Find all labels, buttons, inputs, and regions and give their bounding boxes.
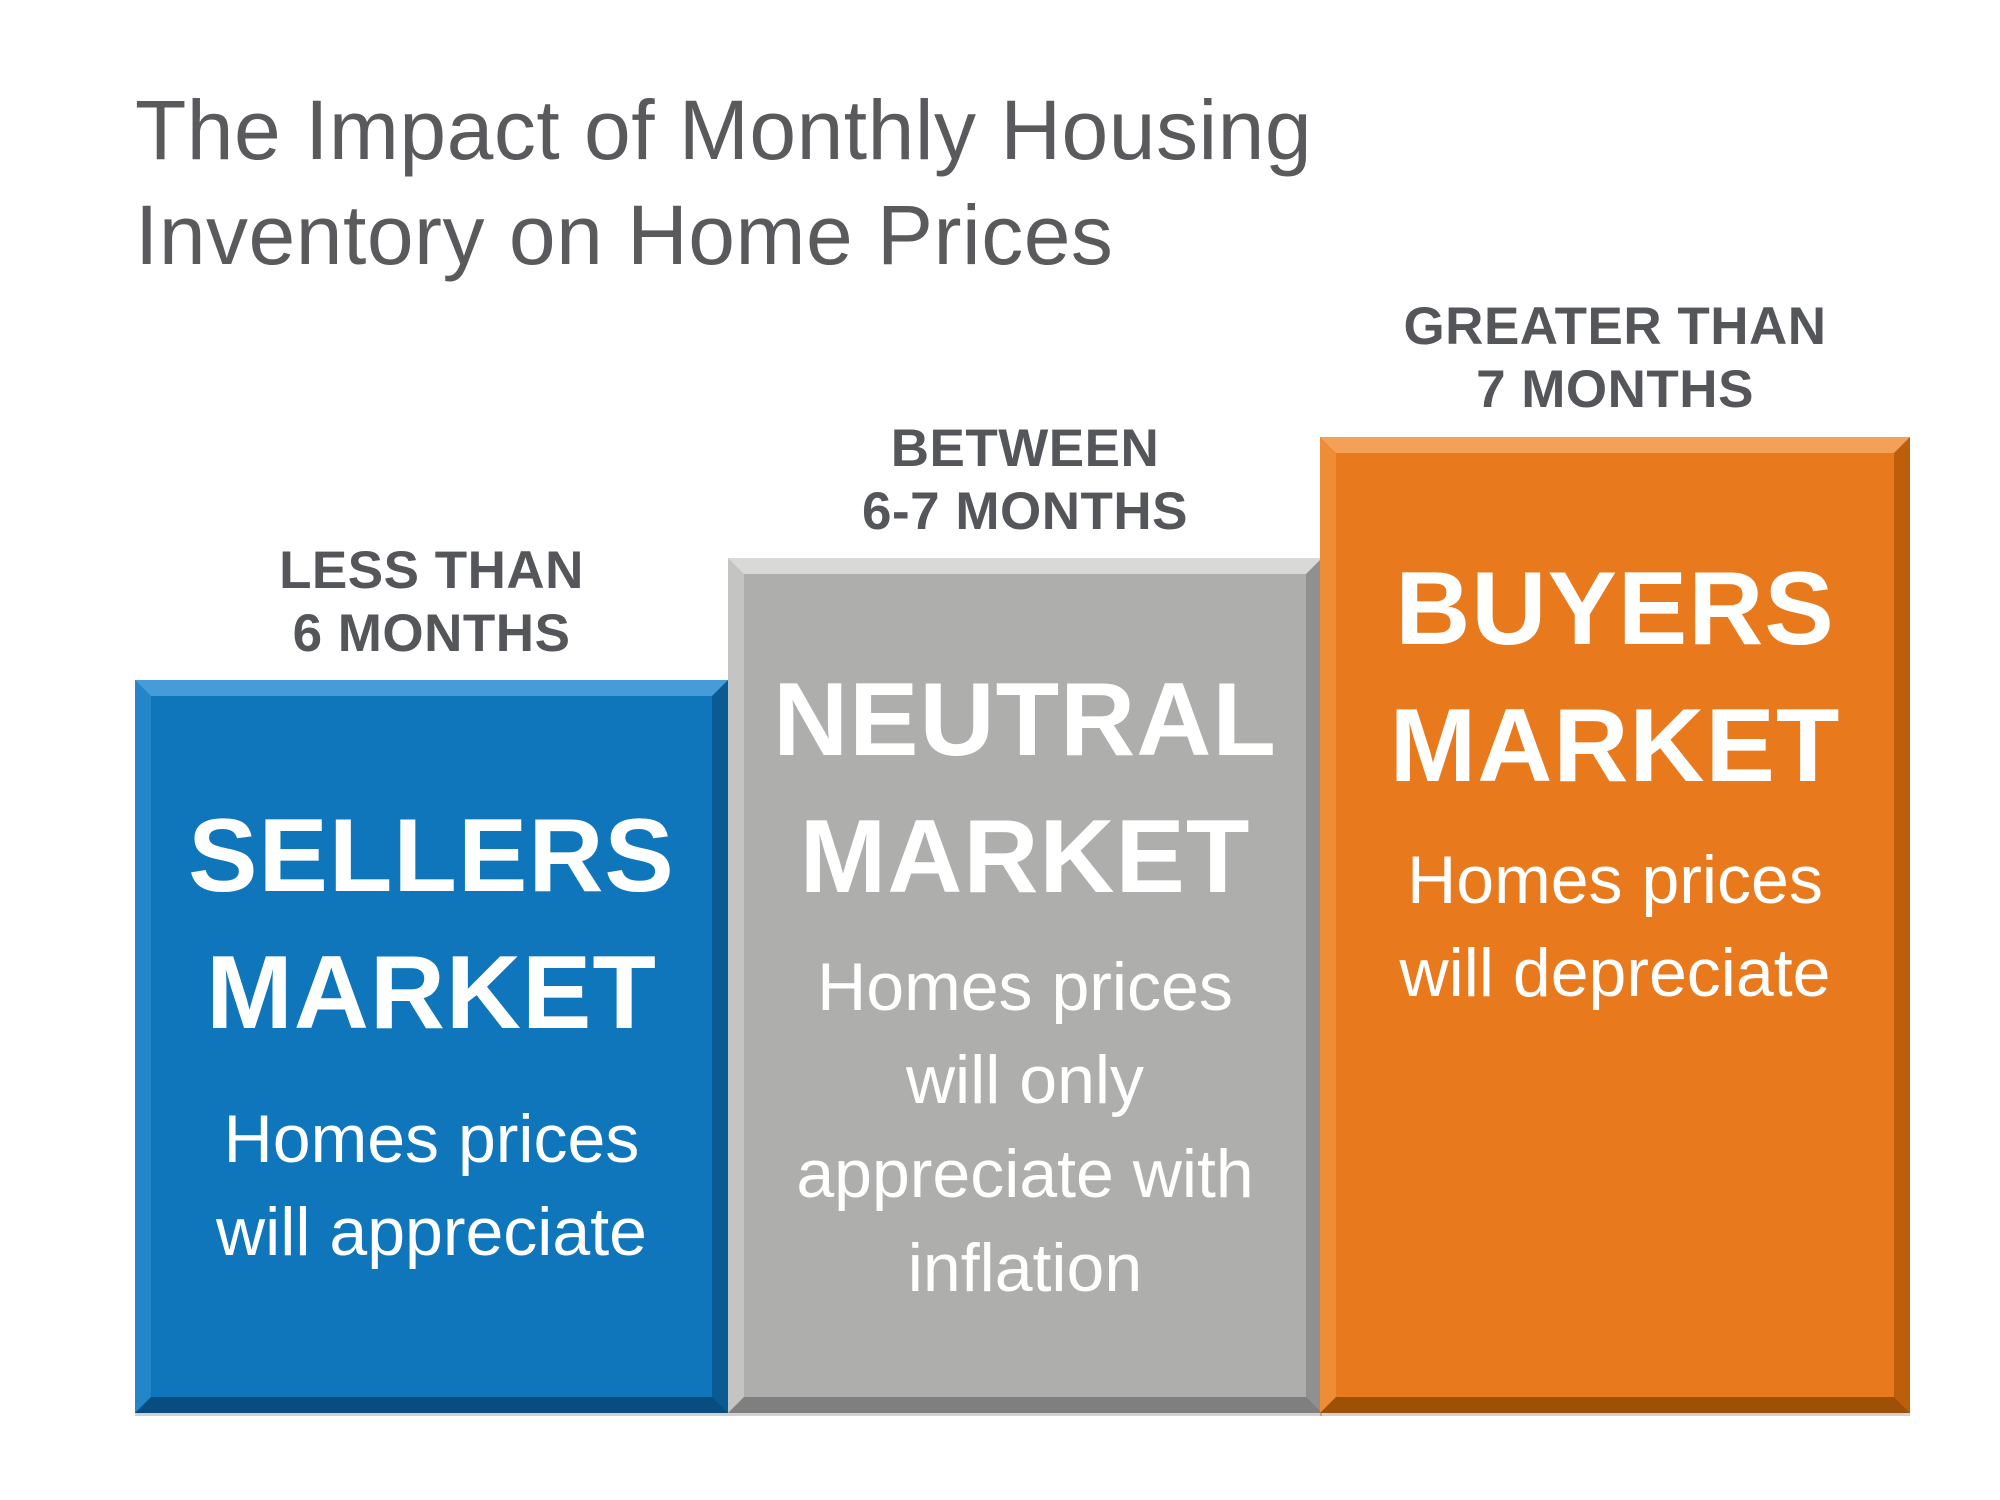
neutral-market-bar: NEUTRAL MARKET Homes prices will only ap… [728, 558, 1322, 1413]
neutral-market-description: Homes prices will only appreciate with i… [796, 948, 1254, 1307]
sellers-market-description: Homes prices will appreciate [216, 1100, 647, 1271]
inventory-label-between-6-7-months: BETWEEN 6-7 MONTHS [862, 419, 1188, 541]
inventory-label-less-than-6-months: LESS THAN 6 MONTHS [279, 541, 584, 663]
page-title: The Impact of Monthly Housing Inventory … [135, 83, 1313, 282]
sellers-market-bar: SELLERS MARKET Homes prices will appreci… [135, 680, 728, 1413]
inventory-label-greater-than-7-months: GREATER THAN 7 MONTHS [1403, 297, 1827, 419]
buyers-market-bar: BUYERS MARKET Homes prices will deprecia… [1320, 437, 1910, 1413]
neutral-market-title: NEUTRAL MARKET [773, 662, 1277, 916]
buyers-market-description: Homes prices will depreciate [1399, 841, 1831, 1012]
buyers-market-title: BUYERS MARKET [1389, 551, 1841, 805]
sellers-market-title: SELLERS MARKET [188, 798, 675, 1052]
